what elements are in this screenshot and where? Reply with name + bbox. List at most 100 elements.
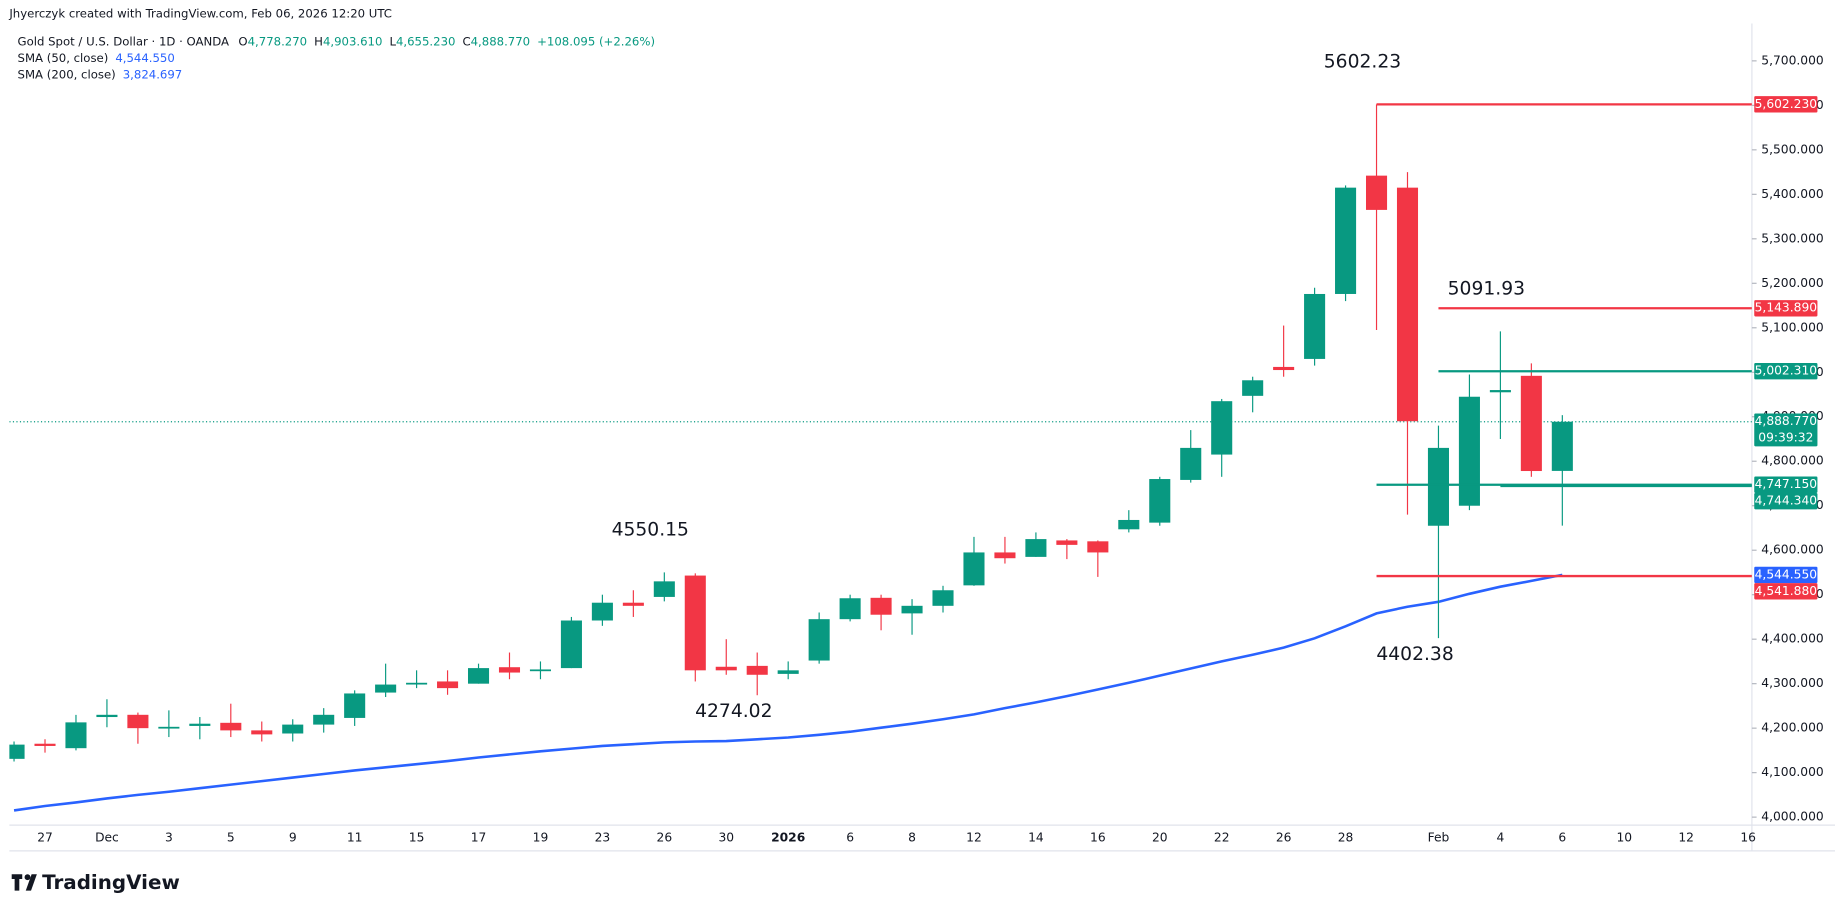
candle-body [777, 670, 799, 674]
x-tick-label: 6 [846, 831, 854, 845]
x-tick-label: 6 [1558, 831, 1566, 845]
candle-body [1273, 366, 1295, 371]
candle-body [65, 722, 87, 749]
sma-legend-name: SMA (50, close) [18, 51, 109, 65]
candle-body [127, 714, 149, 729]
y-tick-label: 5,100.000 [1761, 320, 1823, 334]
symbol: Gold Spot / U.S. Dollar · 1D · OANDA [18, 35, 230, 49]
x-tick-label: 9 [289, 831, 297, 845]
candle-body [1211, 401, 1233, 455]
brand-logo: TradingView [11, 871, 180, 894]
candle-body [251, 730, 273, 735]
price-tag-label: 4,541.880 [1755, 584, 1817, 598]
x-tick-label: 11 [347, 831, 363, 845]
y-tick-label: 4,200.000 [1761, 721, 1823, 735]
candle-body [808, 619, 830, 661]
candle-body [282, 724, 304, 734]
price-annotation: 5602.23 [1324, 52, 1401, 73]
x-tick-label: 12 [1678, 831, 1694, 845]
x-tick-label: 8 [908, 831, 916, 845]
x-tick-label: 27 [37, 831, 53, 845]
price-annotation: 5091.93 [1448, 279, 1525, 300]
price-tag [1754, 300, 1818, 317]
candle-body [994, 552, 1016, 559]
candle-body [684, 575, 706, 671]
x-tick-label: 19 [533, 831, 549, 845]
candle-body [1427, 447, 1449, 526]
y-tick-label: 4,400.000 [1761, 632, 1823, 646]
candle-body [839, 598, 861, 620]
candle-body [1365, 175, 1388, 210]
ohlc-value: 4,903.610 [323, 35, 382, 49]
candle-body [498, 667, 521, 673]
price-tag-label: 09:39:32 [1758, 431, 1813, 445]
candle-body [1118, 519, 1140, 530]
candle-body [1335, 187, 1357, 294]
candle-body [1025, 539, 1047, 557]
candle-body [1056, 540, 1078, 545]
price-tag [1754, 566, 1818, 584]
price-tag-label: 4,544.550 [1755, 567, 1817, 581]
price-tag-label: 4,888.770 [1755, 414, 1817, 428]
candle-body [560, 620, 582, 669]
y-tick-label: 5,200.000 [1761, 276, 1823, 290]
x-tick-label: 4 [1496, 831, 1504, 845]
ohlc-key: H [314, 35, 323, 49]
candle-body [1520, 375, 1542, 472]
x-tick-label: 15 [409, 831, 425, 845]
candle-body [746, 665, 768, 675]
price-tag-label: 4,744.340 [1755, 494, 1817, 508]
candle-body [96, 714, 118, 718]
y-tick-label: 4,600.000 [1761, 543, 1823, 557]
y-tick-label: 5,400.000 [1761, 187, 1823, 201]
x-tick-label: 26 [657, 831, 673, 845]
candle-body [437, 681, 459, 689]
y-tick-label: 5,300.000 [1761, 231, 1823, 245]
candle-body [529, 669, 551, 672]
y-tick-label: 5,500.000 [1761, 142, 1823, 156]
candle-body [1458, 396, 1480, 506]
candle-body [313, 714, 335, 725]
y-tick-label: 4,100.000 [1761, 765, 1823, 779]
x-tick-label: 20 [1152, 831, 1168, 845]
candle-body [653, 581, 675, 597]
x-tick-label: 16 [1090, 831, 1106, 845]
candle-body [375, 684, 397, 693]
candle-body [34, 743, 56, 746]
price-annotation: 4402.38 [1376, 644, 1453, 665]
y-tick-label: 4,000.000 [1761, 810, 1823, 824]
x-tick-label: 17 [471, 831, 487, 845]
y-tick-label: 4,800.000 [1761, 454, 1823, 468]
candle-body [406, 682, 428, 685]
candle-body [158, 726, 180, 729]
y-tick-label: 5,700.000 [1761, 53, 1823, 67]
sma-line [13, 573, 1563, 812]
candle-body [1489, 390, 1511, 393]
candle-body [467, 668, 490, 684]
y-tick-label: 4,300.000 [1761, 676, 1823, 690]
x-tick-label: 28 [1338, 831, 1354, 845]
x-tick-label: 23 [595, 831, 611, 845]
candle-body [1149, 479, 1171, 523]
ohlc-value: 4,655.230 [396, 35, 455, 49]
candle-body [963, 552, 985, 586]
price-tag [1754, 96, 1818, 113]
x-tick-label: 5 [227, 831, 235, 845]
x-tick-label: 22 [1214, 831, 1230, 845]
price-tag-label: 5,143.890 [1755, 301, 1817, 315]
candle-body [1242, 380, 1264, 396]
price-tag [1754, 492, 1818, 510]
candle-body [932, 590, 954, 606]
x-tick-label: 2026 [771, 831, 805, 845]
price-annotation: 4274.02 [695, 701, 772, 722]
x-tick-label: 14 [1028, 831, 1044, 845]
candle-body [1087, 541, 1109, 553]
price-tag-label: 5,002.310 [1755, 364, 1817, 378]
candle-body [189, 723, 211, 726]
x-tick-label: 3 [165, 831, 173, 845]
brand: TradingView [42, 871, 180, 894]
created-note: Jhyerczyk created with TradingView.com, … [8, 7, 392, 21]
candle-body [9, 744, 25, 759]
ohlc-key: C [462, 35, 470, 49]
